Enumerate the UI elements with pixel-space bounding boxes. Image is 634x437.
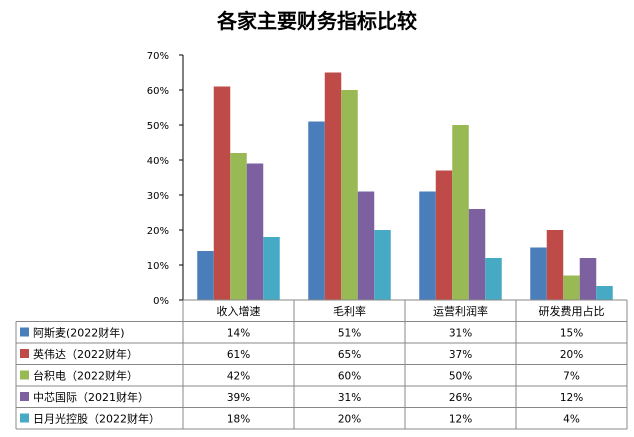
bar (435, 170, 453, 300)
y-tick-label: 50% (147, 121, 169, 132)
bar (485, 258, 502, 300)
legend-swatch (20, 413, 29, 423)
bar (579, 258, 597, 300)
bar (213, 86, 231, 300)
data-label: 60% (338, 371, 361, 383)
y-tick-label: 60% (147, 86, 169, 97)
data-label: 20% (560, 349, 583, 361)
x-tick-label: 运营利润率 (433, 304, 488, 318)
data-label: 7% (563, 371, 580, 383)
chart-title: 各家主要财务指标比较 (216, 9, 417, 33)
y-axis: 0% 10% 20% 30% 40% 50% 60% 70% (147, 51, 184, 307)
data-label: 31% (449, 328, 472, 340)
bar (308, 121, 325, 300)
bar (246, 163, 264, 300)
bar (374, 230, 391, 300)
bar (419, 191, 436, 300)
data-label: 12% (560, 392, 583, 404)
legend-label: 中芯国际（2021财年） (33, 390, 149, 404)
legend-swatch (20, 327, 29, 337)
y-tick-label: 70% (147, 51, 169, 62)
data-label: 37% (449, 349, 472, 361)
data-label: 15% (560, 328, 583, 340)
bar (324, 72, 342, 300)
bar (452, 125, 469, 300)
x-tick-label: 研发费用占比 (539, 304, 605, 318)
legend-label: 台积电（2022财年） (33, 369, 138, 383)
data-label: 39% (227, 392, 250, 404)
data-label: 61% (227, 349, 250, 361)
data-label: 65% (338, 349, 361, 361)
bar (530, 247, 547, 300)
data-label: 26% (449, 392, 472, 404)
bar (197, 251, 214, 300)
bar (230, 153, 247, 300)
data-label: 42% (227, 371, 250, 383)
bars (197, 72, 613, 300)
data-label: 14% (227, 328, 250, 340)
x-tick-label: 毛利率 (333, 304, 366, 318)
bar (263, 237, 280, 300)
bar (546, 230, 564, 300)
legend-swatch (20, 349, 29, 358)
bar (341, 90, 358, 300)
data-label: 20% (338, 414, 361, 426)
y-tick-label: 0% (153, 296, 169, 307)
bar (596, 286, 613, 300)
bar (357, 191, 375, 300)
y-tick-label: 10% (147, 261, 169, 272)
x-tick-label: 收入增速 (217, 304, 261, 318)
legend-swatch (20, 370, 29, 380)
legend-swatch (20, 392, 29, 401)
data-label: 18% (227, 414, 250, 426)
y-tick-label: 40% (147, 156, 169, 167)
bar (468, 209, 486, 300)
legend-label: 阿斯麦(2022财年) (33, 326, 125, 340)
y-tick-label: 20% (147, 226, 169, 237)
data-label: 51% (338, 328, 361, 340)
data-label: 31% (338, 392, 361, 404)
y-tick-label: 30% (147, 191, 169, 202)
data-label: 12% (449, 414, 472, 426)
bar (563, 275, 580, 300)
legend-label: 日月光控股（2022财年） (33, 412, 160, 426)
legend-label: 英伟达（2022财年） (33, 347, 138, 361)
data-label: 4% (563, 414, 580, 426)
data-label: 50% (449, 371, 472, 383)
